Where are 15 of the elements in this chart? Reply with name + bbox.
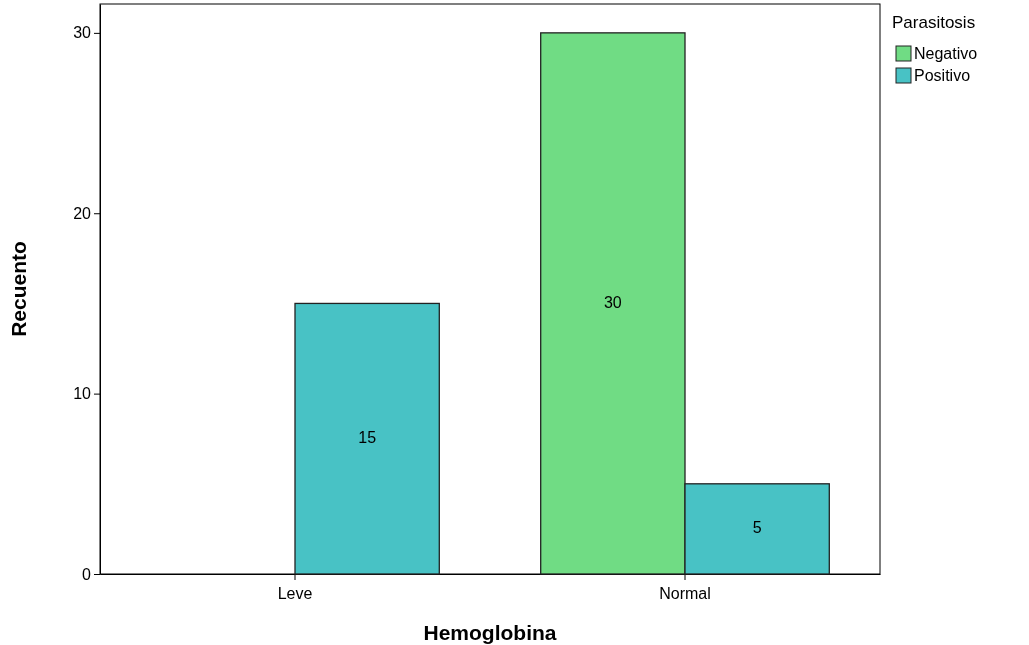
x-axis-title: Hemoglobina (423, 621, 557, 644)
y-tick-label: 20 (73, 204, 92, 222)
data-label: 5 (752, 519, 762, 537)
bar (294, 302, 440, 575)
legend-label: Positivo (914, 67, 971, 84)
x-tick-label: Normal (659, 585, 711, 602)
legend-label: Negativo (914, 45, 978, 62)
y-tick-label: 10 (73, 385, 92, 403)
y-axis-title: Recuento (7, 241, 30, 337)
y-tick-label: 30 (73, 24, 92, 42)
x-tick-label: Leve (277, 585, 313, 602)
data-label: 30 (603, 293, 622, 311)
y-tick-label: 0 (82, 565, 92, 583)
data-label: 15 (358, 428, 377, 446)
legend-title: Parasitosis (892, 13, 976, 32)
